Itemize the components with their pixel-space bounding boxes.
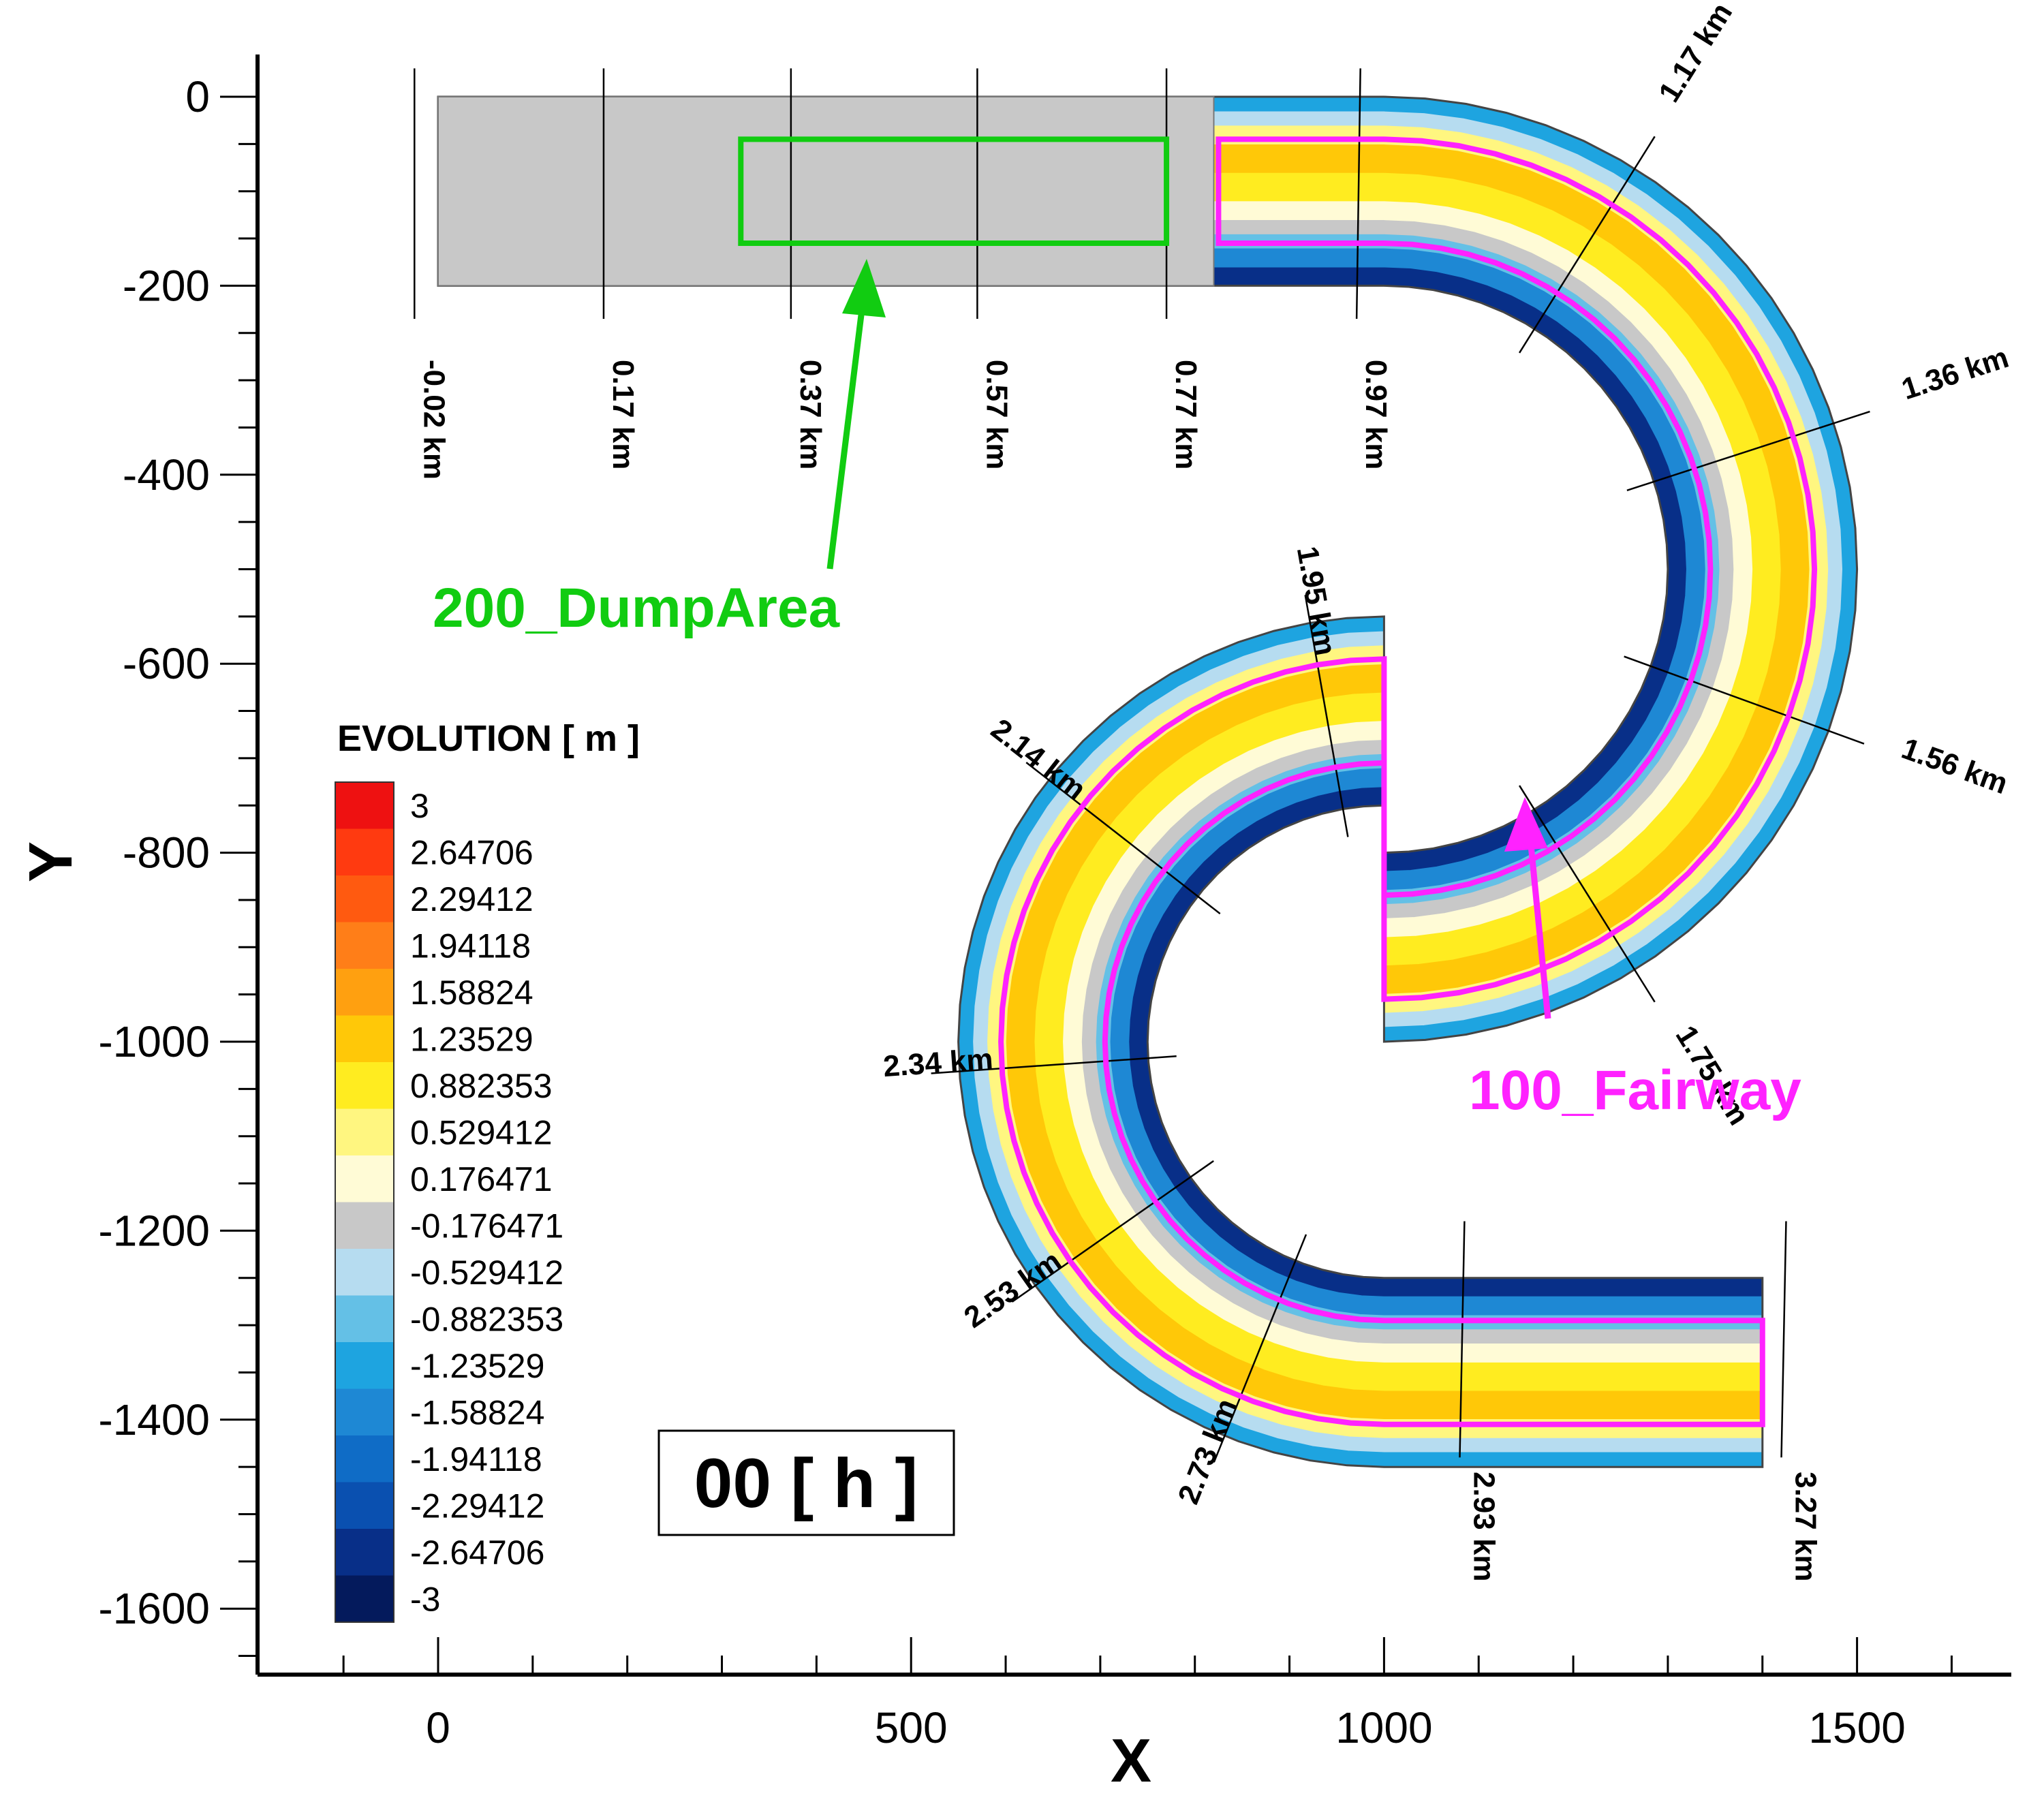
y-tick-label: -1200 (98, 1206, 210, 1255)
legend-swatch-15 (335, 1482, 394, 1529)
section-line-15 (1459, 1221, 1466, 1458)
dump-area-arrow (826, 292, 867, 570)
y-tick-label: -400 (123, 450, 210, 499)
legend-swatch-6 (335, 1062, 394, 1109)
legend-swatch-10 (335, 1249, 394, 1296)
x-tick-label: 500 (875, 1703, 948, 1752)
section-line-13 (1011, 1160, 1214, 1303)
legend-swatch-0 (335, 782, 394, 829)
legend-swatch-9 (335, 1202, 394, 1249)
inactive-grey-area (437, 96, 1215, 287)
legend-label-9: -0.176471 (410, 1207, 563, 1245)
y-tick-label: 0 (185, 72, 210, 121)
legend-frame (335, 781, 394, 1623)
legend-swatch-7 (335, 1108, 394, 1155)
chainage-label-16: 3.27 km (1788, 1472, 1822, 1581)
region-outlines (738, 136, 1818, 1427)
y-axis-title: Y (17, 841, 85, 882)
legend-label-14: -1.94118 (410, 1440, 542, 1478)
legend-swatch-3 (335, 922, 394, 969)
legend-swatch-12 (335, 1342, 394, 1389)
x-axis-title: X (1111, 1727, 1151, 1795)
legend-label-11: -0.882353 (410, 1301, 563, 1339)
legend-label-3: 1.94118 (410, 927, 531, 965)
legend-label-12: -1.23529 (410, 1347, 544, 1385)
axes: 0 -200 -400 -600 -800 -1000 -1200 -1400 -1600 0 50… (17, 55, 2011, 1795)
section-line-12 (931, 1055, 1177, 1074)
chainage-label-1: 0.17 km (606, 360, 640, 469)
dump-area-label: 200_DumpArea (433, 577, 840, 639)
legend-label-17: -3 (410, 1581, 440, 1619)
section-line-7 (1626, 410, 1870, 491)
legend-swatch-5 (335, 1015, 394, 1062)
fairway-arrowhead (1504, 797, 1548, 852)
legend-label-13: -1.58824 (410, 1394, 544, 1432)
y-tick-label: -1600 (98, 1584, 210, 1633)
legend-label-4: 1.58824 (410, 974, 533, 1012)
legend-swatches (335, 781, 394, 1623)
legend-label-5: 1.23529 (410, 1021, 533, 1059)
color-legend: EVOLUTION [ m ] 3 2.64706 2.29412 1.94118 1.… (335, 718, 640, 1623)
dump-area-arrowhead (842, 259, 886, 317)
legend-swatch-4 (335, 969, 394, 1016)
legend-label-10: -0.529412 (410, 1254, 563, 1292)
legend-label-16: -2.64706 (410, 1534, 544, 1572)
legend-swatch-2 (335, 875, 394, 922)
legend-label-7: 0.529412 (410, 1114, 553, 1152)
legend-swatch-17 (335, 1575, 394, 1622)
section-line-6 (1518, 136, 1656, 354)
chainage-label-6: 1.17 km (1652, 0, 1739, 108)
y-tick-label: -600 (123, 639, 210, 688)
legend-label-1: 2.64706 (410, 834, 533, 872)
fairway-arrow (1526, 830, 1551, 1019)
x-tick-label: 1000 (1335, 1703, 1432, 1752)
section-line-10 (1304, 595, 1349, 837)
section-line-16 (1780, 1221, 1787, 1458)
annotations: 200_DumpArea 100_Fairway (433, 259, 1801, 1121)
time-box-frame (657, 1429, 955, 1536)
section-line-5 (1355, 68, 1361, 319)
chainage-label-4: 0.77 km (1169, 360, 1203, 469)
y-tick-label: -200 (123, 261, 210, 310)
legend-swatch-14 (335, 1435, 394, 1482)
chainage-label-2: 0.37 km (794, 360, 827, 469)
section-line-14 (1213, 1234, 1307, 1463)
x-tick-label: 1500 (1808, 1703, 1905, 1752)
legend-label-6: 0.882353 (410, 1067, 553, 1105)
section-line-11 (1025, 762, 1221, 915)
legend-swatch-11 (335, 1295, 394, 1342)
channel-contour-field (437, 95, 1859, 1468)
y-tick-label: -800 (123, 828, 210, 878)
x-tick-label: 0 (426, 1703, 450, 1752)
chainage-label-7: 1.36 km (1898, 341, 2013, 406)
fairway-outline (998, 136, 1818, 1427)
channel-outline (437, 95, 1859, 1468)
fairway-label: 100_Fairway (1469, 1059, 1801, 1121)
time-indicator: 00 [ h ] (657, 1429, 955, 1536)
legend-label-8: 0.176471 (410, 1160, 553, 1198)
chainage-label-0: -0.02 km (417, 360, 450, 480)
legend-swatch-13 (335, 1388, 394, 1435)
legend-labels: 3 2.64706 2.29412 1.94118 1.58824 1.23529 0.88… (410, 787, 563, 1619)
legend-swatch-8 (335, 1155, 394, 1202)
y-tick-label: -1400 (98, 1395, 210, 1444)
legend-label-15: -2.29412 (410, 1487, 544, 1525)
chainage-label-12: 2.34 km (882, 1042, 994, 1083)
section-line-8 (1624, 655, 1865, 745)
chainage-label-15: 2.93 km (1467, 1472, 1500, 1581)
section-line-9 (1518, 785, 1656, 1003)
chainage-label-8: 1.56 km (1898, 732, 2012, 801)
chainage-label-5: 0.97 km (1359, 360, 1393, 469)
legend-title: EVOLUTION [ m ] (337, 718, 640, 759)
legend-label-0: 3 (410, 787, 429, 825)
legend-swatch-1 (335, 828, 394, 875)
chainage-label-3: 0.57 km (980, 360, 1013, 469)
dump-area-outline (738, 136, 1170, 246)
y-tick-label: -1000 (98, 1017, 210, 1066)
legend-swatch-16 (335, 1529, 394, 1576)
cross-section-lines (414, 68, 1870, 1463)
time-label: 00 [ h ] (694, 1444, 918, 1522)
legend-label-2: 2.29412 (410, 880, 533, 918)
